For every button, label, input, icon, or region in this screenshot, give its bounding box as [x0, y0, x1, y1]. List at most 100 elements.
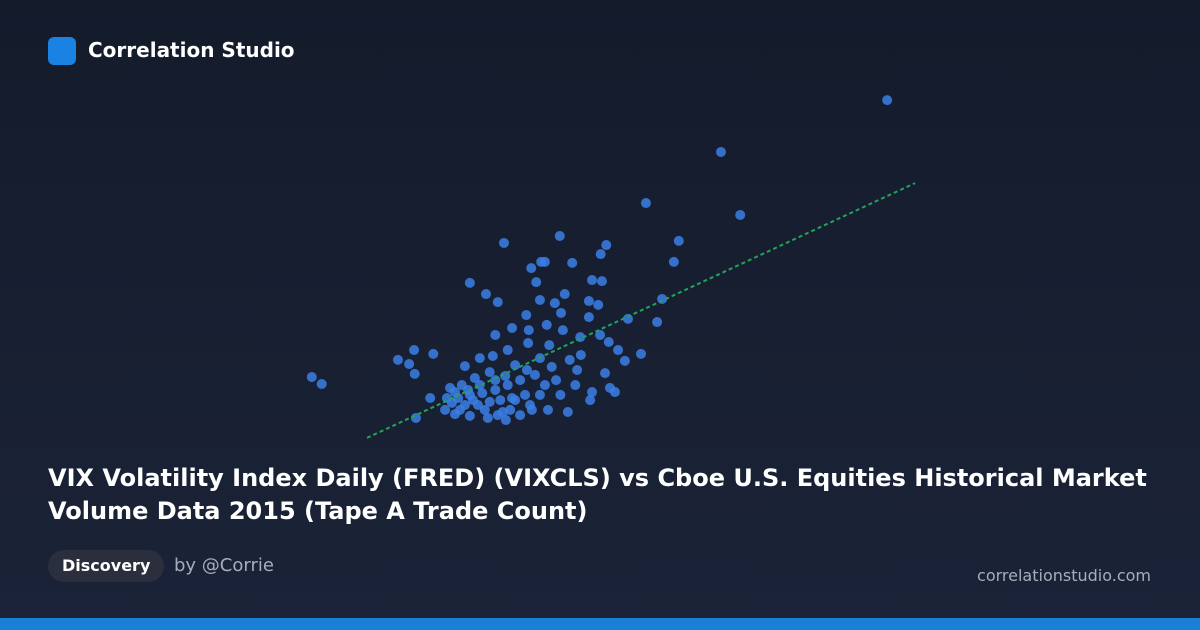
point	[613, 345, 624, 356]
point	[673, 235, 684, 246]
point	[474, 380, 485, 391]
point	[492, 410, 503, 421]
point	[464, 277, 475, 288]
point	[529, 369, 540, 380]
point	[534, 295, 545, 305]
point	[562, 407, 573, 417]
point	[557, 325, 568, 336]
point	[477, 388, 488, 399]
logo	[48, 37, 76, 65]
point	[445, 382, 456, 393]
point	[564, 354, 575, 365]
point	[459, 361, 470, 372]
point	[479, 404, 490, 415]
point	[490, 384, 501, 395]
point	[515, 410, 526, 421]
point	[585, 395, 596, 406]
point	[520, 389, 531, 400]
point	[601, 240, 612, 251]
point	[526, 263, 537, 274]
point	[715, 146, 726, 157]
point	[507, 323, 518, 333]
point	[490, 330, 501, 340]
point	[556, 307, 567, 318]
point	[523, 325, 534, 336]
point	[500, 415, 511, 426]
chart	[306, 95, 916, 439]
point	[484, 396, 495, 407]
trend-line	[366, 182, 916, 439]
point	[441, 393, 452, 403]
point	[559, 289, 570, 300]
point	[409, 368, 420, 379]
point	[454, 404, 465, 415]
point	[595, 249, 606, 260]
point	[526, 404, 537, 415]
point	[583, 312, 594, 323]
accent-bar	[0, 618, 1200, 630]
point	[583, 296, 594, 307]
point	[567, 257, 578, 268]
point	[539, 380, 550, 391]
point	[505, 404, 516, 415]
point	[482, 412, 493, 423]
point	[392, 354, 403, 365]
point	[882, 95, 893, 106]
point	[543, 404, 553, 415]
point	[467, 395, 478, 406]
point	[531, 277, 542, 288]
point	[603, 337, 614, 347]
point	[510, 360, 521, 371]
point	[549, 298, 560, 309]
author[interactable]: by @Corrie	[174, 555, 274, 576]
point	[469, 373, 480, 384]
point	[521, 365, 532, 375]
point	[587, 387, 598, 398]
point	[544, 340, 555, 351]
point	[404, 359, 415, 370]
point	[306, 372, 317, 382]
point	[551, 375, 562, 386]
point	[596, 276, 607, 287]
point	[554, 230, 565, 241]
point	[490, 375, 501, 386]
point	[541, 319, 552, 330]
point	[570, 380, 581, 391]
point	[495, 395, 506, 406]
point	[425, 393, 436, 403]
point	[595, 330, 606, 340]
point	[515, 375, 526, 386]
point	[440, 404, 451, 415]
point	[492, 297, 503, 308]
point	[539, 256, 550, 267]
point	[428, 348, 439, 359]
point	[546, 361, 557, 372]
point	[316, 379, 327, 389]
tag[interactable]: Discovery	[48, 550, 165, 582]
point	[587, 275, 598, 286]
point	[619, 355, 630, 366]
point	[668, 256, 679, 267]
point	[502, 345, 513, 356]
point	[609, 387, 620, 398]
point	[409, 345, 420, 356]
point	[502, 380, 513, 391]
point	[572, 365, 583, 375]
point	[575, 349, 586, 360]
point	[534, 389, 545, 400]
point	[523, 338, 534, 349]
point	[555, 389, 566, 400]
point	[487, 351, 498, 361]
point	[464, 410, 475, 421]
point	[640, 198, 651, 209]
brand: Correlation Studio	[88, 38, 295, 62]
point	[636, 348, 646, 359]
title: VIX Volatility Index Daily (FRED) (VIXCL…	[48, 464, 1147, 525]
point	[735, 209, 746, 220]
point	[510, 395, 521, 406]
point	[521, 310, 532, 321]
point	[600, 368, 611, 379]
site[interactable]: correlationstudio.com	[977, 566, 1151, 585]
point	[593, 299, 604, 310]
